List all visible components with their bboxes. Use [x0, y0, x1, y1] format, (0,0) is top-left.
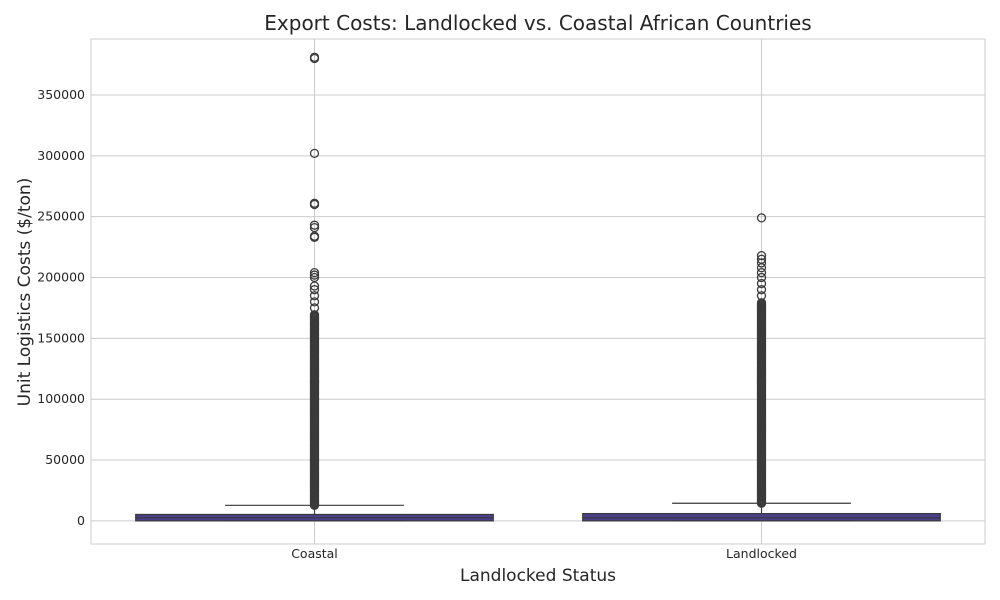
outlier-point	[756, 267, 767, 278]
y-tick-label: 50000	[45, 452, 85, 467]
y-tick-label: 100000	[37, 391, 85, 406]
outlier-point	[309, 52, 320, 62]
y-axis-label: Unit Logistics Costs ($/ton)	[15, 178, 35, 407]
y-tick-label: 0	[77, 513, 85, 528]
outlier-point	[309, 220, 320, 230]
outlier-point	[309, 272, 320, 283]
outlier-point	[309, 222, 320, 233]
outlier-point	[756, 213, 767, 223]
chart-title: Export Costs: Landlocked vs. Coastal Afr…	[264, 11, 811, 35]
outlier-point	[309, 285, 320, 295]
outlier-point	[309, 198, 320, 208]
outlier-point	[756, 278, 767, 289]
y-tick-label: 300000	[37, 148, 85, 163]
outlier-point	[756, 298, 767, 308]
boxes	[135, 52, 941, 522]
outlier-point	[309, 148, 320, 159]
y-tick-label: 200000	[37, 270, 85, 285]
y-tick-label: 350000	[37, 87, 85, 102]
outlier-point	[309, 270, 320, 280]
y-tick-labels: 0 50000 100000 150000 200000 250000 300000 3500…	[37, 87, 85, 528]
plot-area	[90, 38, 986, 545]
x-tick-labels: Coastal Landlocked	[291, 546, 797, 561]
x-axis-label: Landlocked Status	[460, 566, 616, 586]
outlier-point	[756, 258, 767, 268]
box-group-landlocked	[582, 213, 941, 522]
outlier-point	[309, 267, 320, 278]
outlier-point	[309, 310, 320, 320]
box-group-coastal	[135, 52, 494, 522]
outlier-point	[756, 272, 767, 283]
outlier-point	[756, 250, 767, 261]
outlier-point	[309, 297, 320, 307]
outlier-point	[309, 291, 320, 301]
outlier-point	[756, 285, 767, 295]
y-tick-label: 250000	[37, 209, 85, 224]
outlier-point	[756, 291, 767, 301]
x-tick-label: Coastal	[291, 546, 338, 561]
x-tick-label: Landlocked	[726, 546, 797, 561]
y-tick-label: 150000	[37, 330, 85, 345]
outlier-point	[309, 303, 320, 313]
outlier-point	[756, 254, 767, 264]
